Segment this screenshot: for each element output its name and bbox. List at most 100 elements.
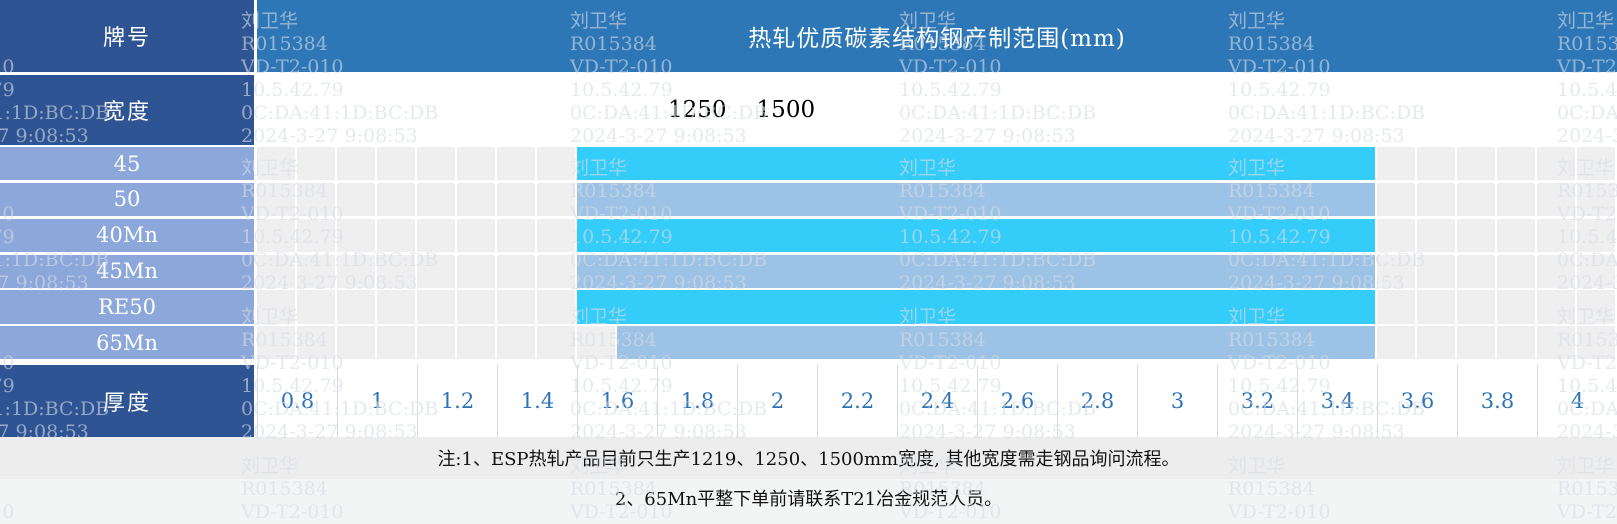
grid-cell [1457, 326, 1495, 360]
thickness-tick: 2.8 [1057, 364, 1137, 437]
grid-cell [1577, 218, 1615, 252]
grade-row-labels: 45 50 40Mn 45Mn RE50 65Mn [0, 147, 254, 362]
grid-cell [497, 182, 535, 217]
grade-header-cell: 牌号 [0, 0, 254, 72]
grid-cell [1377, 254, 1415, 288]
grid-cell [1537, 147, 1575, 181]
range-bar-50 [577, 182, 1375, 217]
note-band-1: 注:1、ESP热轧产品目前只生产1219、1250、1500mm宽度, 其他宽度… [0, 437, 1617, 479]
grid-cell [297, 182, 335, 217]
grid-cell [1577, 254, 1615, 288]
thickness-grid [257, 147, 1617, 362]
thickness-tick: 2.2 [817, 364, 897, 437]
width-header-label: 宽度 [102, 99, 151, 125]
grid-cell [537, 326, 575, 360]
thickness-tick: 3.4 [1297, 364, 1377, 437]
grid-cell [497, 290, 535, 324]
grid-cell [297, 290, 335, 324]
grid-cell [1497, 290, 1535, 324]
grid-cell [1457, 290, 1495, 324]
grid-cell [497, 254, 535, 288]
grid-cell [377, 254, 415, 288]
grid-cell [537, 182, 575, 217]
grid-cell [1497, 326, 1535, 360]
grid-cell [1417, 254, 1455, 288]
grid-cell [1417, 326, 1455, 360]
grade-row-label: 65Mn [0, 326, 254, 360]
grid-cell [1417, 218, 1455, 252]
title-bar: 热轧优质碳素结构钢产制范围(mm) [257, 0, 1617, 72]
grid-cell [1537, 326, 1575, 360]
note-line-2: 2、65Mn平整下单前请联系T21冶金规范人员。 [614, 489, 1003, 510]
thickness-tick: 0.8 [257, 364, 337, 437]
grid-cell [337, 254, 375, 288]
grid-cell [257, 326, 295, 360]
grid-cell [417, 290, 455, 324]
grid-cell [1537, 254, 1575, 288]
grid-cell [1377, 182, 1415, 217]
grid-cell [377, 290, 415, 324]
grid-cell [1577, 290, 1615, 324]
width-value: 1250 [668, 96, 727, 123]
grid-cell [1497, 254, 1535, 288]
grid-cell [1497, 218, 1535, 252]
grade-row-label: RE50 [0, 290, 254, 324]
grid-cell [1417, 147, 1455, 181]
grid-cell [1417, 182, 1455, 217]
grid-cell [577, 326, 615, 360]
grid-cell [457, 218, 495, 252]
grid-cell [257, 147, 295, 181]
thickness-tick: 1 [337, 364, 417, 437]
grid-cell [1377, 290, 1415, 324]
thickness-tick: 3.6 [1377, 364, 1457, 437]
thickness-tick: 3.8 [1457, 364, 1537, 437]
grade-row-label: 50 [0, 182, 254, 217]
grid-cell [257, 290, 295, 324]
grade-row-label: 45Mn [0, 254, 254, 288]
grid-cell [417, 254, 455, 288]
grid-cell [537, 218, 575, 252]
range-bar-40Mn [577, 218, 1375, 252]
grid-cell [377, 147, 415, 181]
thickness-tick: 1.8 [657, 364, 737, 437]
grade-row-label: 45 [0, 147, 254, 181]
grid-cell [1457, 254, 1495, 288]
table-title: 热轧优质碳素结构钢产制范围(mm) [748, 26, 1126, 52]
range-bar-45Mn [577, 254, 1375, 288]
grid-cell [457, 182, 495, 217]
grid-cell [1577, 326, 1615, 360]
thickness-axis: 0.8 1 1.2 1.4 1.6 1.8 2 2.2 2.4 2.6 2.8 3 3.2 3.4 3.6 3… [257, 364, 1617, 437]
grade-row-label: 40Mn [0, 218, 254, 252]
grade-header-label: 牌号 [102, 26, 151, 51]
grid-cell [337, 147, 375, 181]
thickness-tick: 2 [737, 364, 817, 437]
grid-cell [497, 326, 535, 360]
range-bar-45 [577, 147, 1375, 181]
thickness-tick: 1.2 [417, 364, 497, 437]
grid-cell [377, 218, 415, 252]
grid-cell [257, 218, 295, 252]
thickness-tick: 2.6 [977, 364, 1057, 437]
grid-cell [457, 147, 495, 181]
grid-cell [1457, 218, 1495, 252]
grid-cell [1577, 182, 1615, 217]
range-bar-RE50 [577, 290, 1375, 324]
grid-cell [337, 290, 375, 324]
grid-cell [497, 147, 535, 181]
note-band-2: 2、65Mn平整下单前请联系T21冶金规范人员。 [0, 479, 1617, 524]
grid-cell [337, 182, 375, 217]
thickness-tick: 3.2 [1217, 364, 1297, 437]
width-header-cell: 宽度 [0, 74, 254, 145]
width-value: 1500 [756, 96, 816, 123]
grid-cell [257, 254, 295, 288]
thickness-tick: 1.4 [497, 364, 577, 437]
grid-cell [1537, 290, 1575, 324]
grid-cell [537, 290, 575, 324]
grid-cell [457, 326, 495, 360]
thickness-header-label: 厚度 [102, 390, 151, 416]
grid-cell [297, 254, 335, 288]
grid-cell [1377, 326, 1415, 360]
grid-cell [297, 218, 335, 252]
width-values: 1250 1500 [668, 75, 815, 145]
